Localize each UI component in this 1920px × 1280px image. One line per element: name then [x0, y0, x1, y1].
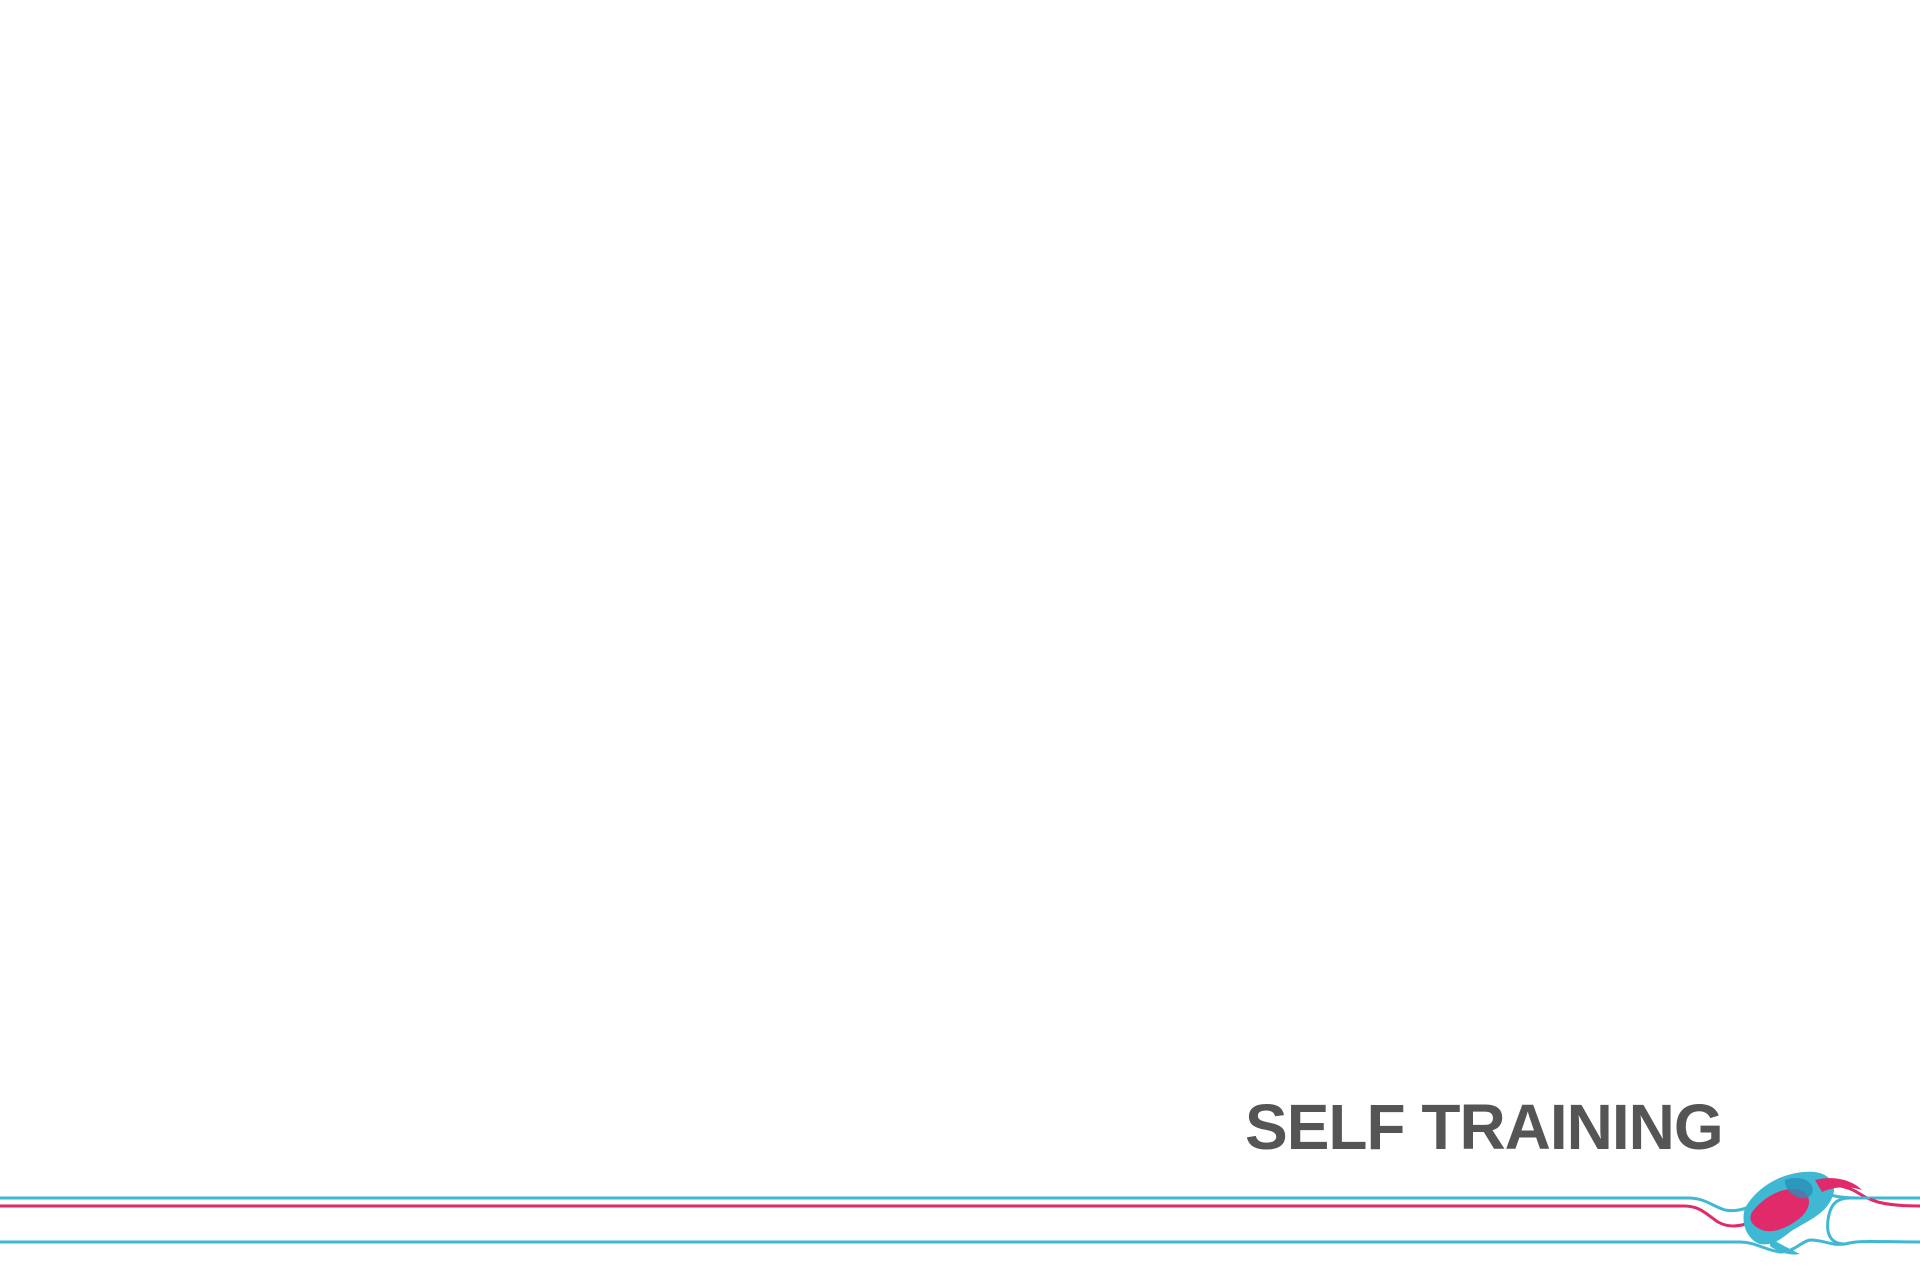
cyan-stripe-bottom: [0, 1238, 1920, 1254]
cyan-loop: [1826, 1196, 1870, 1246]
slide-title: SELF TRAINING: [1245, 1091, 1724, 1163]
magenta-stripe: [0, 1183, 1920, 1228]
cyan-stripe-top: [0, 1184, 1920, 1213]
paint-swirl-icon: [1743, 1171, 1862, 1255]
